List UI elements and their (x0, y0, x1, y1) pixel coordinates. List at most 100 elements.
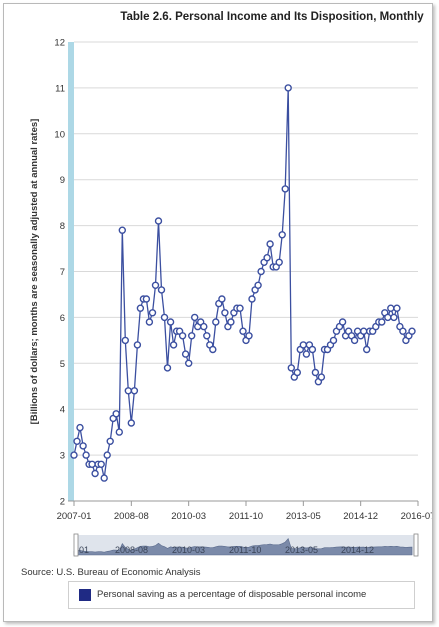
data-point (408, 327, 416, 335)
series-line (73, 87, 413, 479)
data-point (302, 350, 311, 358)
data-point (239, 327, 247, 335)
data-point (166, 318, 175, 326)
data-point (209, 345, 217, 354)
navigator-label: -01 (76, 545, 89, 555)
navigator-label: 2008-08 (115, 545, 148, 555)
data-point (257, 267, 265, 276)
data-point (157, 286, 166, 294)
data-point (154, 217, 163, 225)
data-point (127, 419, 136, 427)
data-point (293, 368, 301, 377)
data-point (145, 318, 154, 326)
legend-swatch (79, 589, 91, 601)
y-tick-label: 5 (60, 359, 65, 370)
navigator-handle-left[interactable] (73, 533, 79, 557)
grid-lines (74, 41, 418, 502)
y-tick-label: 6 (60, 313, 65, 324)
data-point (360, 327, 368, 335)
data-point (91, 469, 99, 478)
data-point (82, 451, 90, 459)
data-point (124, 387, 133, 395)
x-tick-label: 2011-10 (229, 511, 263, 522)
chart-title: Table 2.6. Personal Income and Its Dispo… (120, 11, 424, 23)
x-tick-label: 2016-07 (401, 511, 432, 522)
source-note: Source: U.S. Bureau of Economic Analysis (21, 567, 201, 578)
axes: 2 3 4 5 6 7 8 9 10 11 12 (54, 38, 418, 508)
navigator-label: 2011-10 (229, 545, 261, 555)
left-accent-band (68, 42, 74, 501)
data-point (115, 428, 124, 436)
data-point (221, 309, 229, 317)
data-point (136, 304, 145, 312)
data-point (151, 281, 160, 289)
data-point (142, 295, 151, 303)
data-point (97, 460, 105, 468)
x-tick-label: 2007-01 (57, 511, 92, 522)
data-point (121, 336, 130, 345)
data-point (387, 304, 395, 312)
data-point (236, 304, 244, 312)
y-tick-label: 7 (60, 267, 65, 278)
navigator-handle-right[interactable] (413, 533, 419, 557)
y-tick-label: 10 (54, 129, 65, 140)
x-tick-label: 2008-08 (114, 511, 149, 522)
data-point (266, 240, 274, 248)
data-point (227, 318, 235, 326)
data-point (338, 318, 347, 326)
data-point (287, 364, 295, 372)
navigator-label: 2013-05 (285, 545, 318, 555)
legend: Personal saving as a percentage of dispo… (68, 581, 415, 609)
data-point (187, 332, 196, 340)
y-tick-label: 11 (55, 83, 65, 94)
x-axis-ticks: 2007-01 2008-08 2010-03 2011-10 2013-05 2014-… (57, 501, 432, 522)
y-tick-label: 3 (60, 451, 65, 462)
data-point (203, 332, 211, 340)
data-point (181, 350, 190, 358)
data-points (70, 84, 416, 482)
data-point (275, 258, 283, 266)
data-point (79, 442, 87, 450)
data-point (254, 281, 262, 289)
data-point (103, 451, 111, 459)
x-tick-label: 2010-03 (171, 511, 206, 522)
data-point (245, 332, 253, 340)
data-point (212, 318, 220, 326)
data-point (263, 253, 271, 262)
y-tick-label: 12 (54, 38, 65, 49)
data-point (100, 474, 108, 482)
data-point (308, 345, 317, 354)
range-navigator[interactable]: -01 2008-08 2010-03 2011-10 2013-05 2014-12 (73, 533, 419, 557)
data-point (190, 313, 199, 322)
data-point (329, 336, 338, 345)
chart-canvas: Table 2.6. Personal Income and Its Dispo… (29, 11, 432, 557)
data-point (133, 341, 142, 349)
data-point (88, 460, 96, 468)
data-point (393, 304, 401, 312)
data-point (169, 341, 178, 349)
navigator-area (73, 537, 413, 556)
data-point (284, 84, 292, 92)
navigator-label: 2014-12 (341, 545, 374, 555)
data-point (106, 437, 114, 445)
y-tick-label: 4 (60, 405, 65, 416)
data-point (278, 231, 286, 239)
data-point (281, 185, 289, 193)
data-point (184, 359, 193, 367)
data-point (70, 451, 78, 459)
y-tick-label: 2 (60, 497, 65, 508)
y-tick-label: 8 (60, 221, 65, 232)
data-point (76, 423, 84, 432)
data-point (148, 309, 157, 317)
data-point (218, 295, 226, 303)
y-tick-label: 9 (60, 175, 65, 186)
data-point (112, 410, 120, 418)
x-tick-label: 2014-12 (343, 511, 378, 522)
data-point (311, 368, 320, 377)
data-point (390, 313, 398, 322)
legend-label[interactable]: Personal saving as a percentage of dispo… (97, 589, 367, 600)
x-tick-label: 2013-05 (286, 511, 321, 522)
data-point (178, 332, 187, 340)
data-point (299, 341, 307, 349)
data-point (160, 313, 169, 322)
